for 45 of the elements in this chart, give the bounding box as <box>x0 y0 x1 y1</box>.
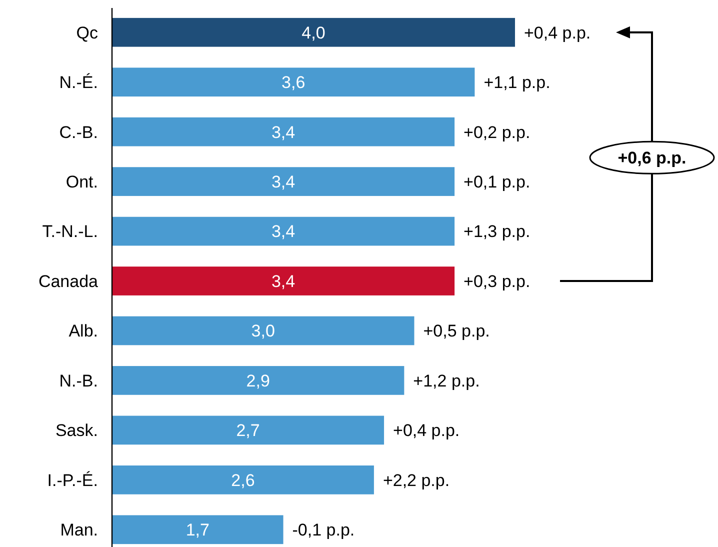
annotation: +0,4 p.p. <box>393 421 460 440</box>
data-label: 3,0 <box>251 322 275 341</box>
bar <box>112 68 475 97</box>
annotation: +1,1 p.p. <box>484 73 550 92</box>
data-label: 1,7 <box>186 520 210 540</box>
y-tick-label: Sask. <box>55 421 98 440</box>
bar <box>112 515 284 544</box>
bar <box>112 216 455 246</box>
data-label: 3,4 <box>271 172 296 192</box>
data-label: 3,4 <box>271 222 296 242</box>
y-tick-label: Canada <box>38 272 99 291</box>
bar <box>112 465 374 494</box>
bar <box>112 18 515 47</box>
y-tick-label: Alb. <box>68 322 98 341</box>
y-tick-label: T.-N.-L. <box>42 222 98 242</box>
y-tick-label: N.-É. <box>59 73 98 92</box>
data-label: 3,4 <box>271 122 296 142</box>
annotation: +0,5 p.p. <box>423 322 490 341</box>
bar <box>112 316 414 346</box>
bar <box>112 117 455 146</box>
annotation: -0,1 p.p. <box>292 520 355 540</box>
annotation: +0,2 p.p. <box>464 122 530 142</box>
data-label: 2,6 <box>231 470 255 490</box>
y-tick-label: N.-B. <box>59 371 98 390</box>
y-tick-label: Ont. <box>66 172 98 192</box>
annotation: +0,1 p.p. <box>464 172 530 192</box>
annotation: +1,3 p.p. <box>464 222 530 242</box>
data-label: 3,4 <box>271 272 296 291</box>
data-label: 4,0 <box>302 23 326 42</box>
y-tick-label: Man. <box>60 520 98 540</box>
annotation: +0,3 p.p. <box>464 272 530 291</box>
y-tick-label: Qc <box>76 23 98 42</box>
bar <box>112 416 384 445</box>
annotation: +0,4 p.p. <box>524 23 591 42</box>
annotation: +2,2 p.p. <box>382 470 450 490</box>
text: +0,6 p.p. <box>618 148 686 168</box>
bar <box>112 366 404 395</box>
data-label: 2,7 <box>236 421 260 440</box>
bar <box>112 167 455 196</box>
annotation: +1,2 p.p. <box>413 371 480 390</box>
data-label: 2,9 <box>246 371 270 390</box>
bar <box>112 266 455 296</box>
y-tick-label: I.-P.-É. <box>47 470 98 490</box>
data-label: 3,6 <box>282 73 306 92</box>
y-tick-label: C.-B. <box>59 122 98 142</box>
